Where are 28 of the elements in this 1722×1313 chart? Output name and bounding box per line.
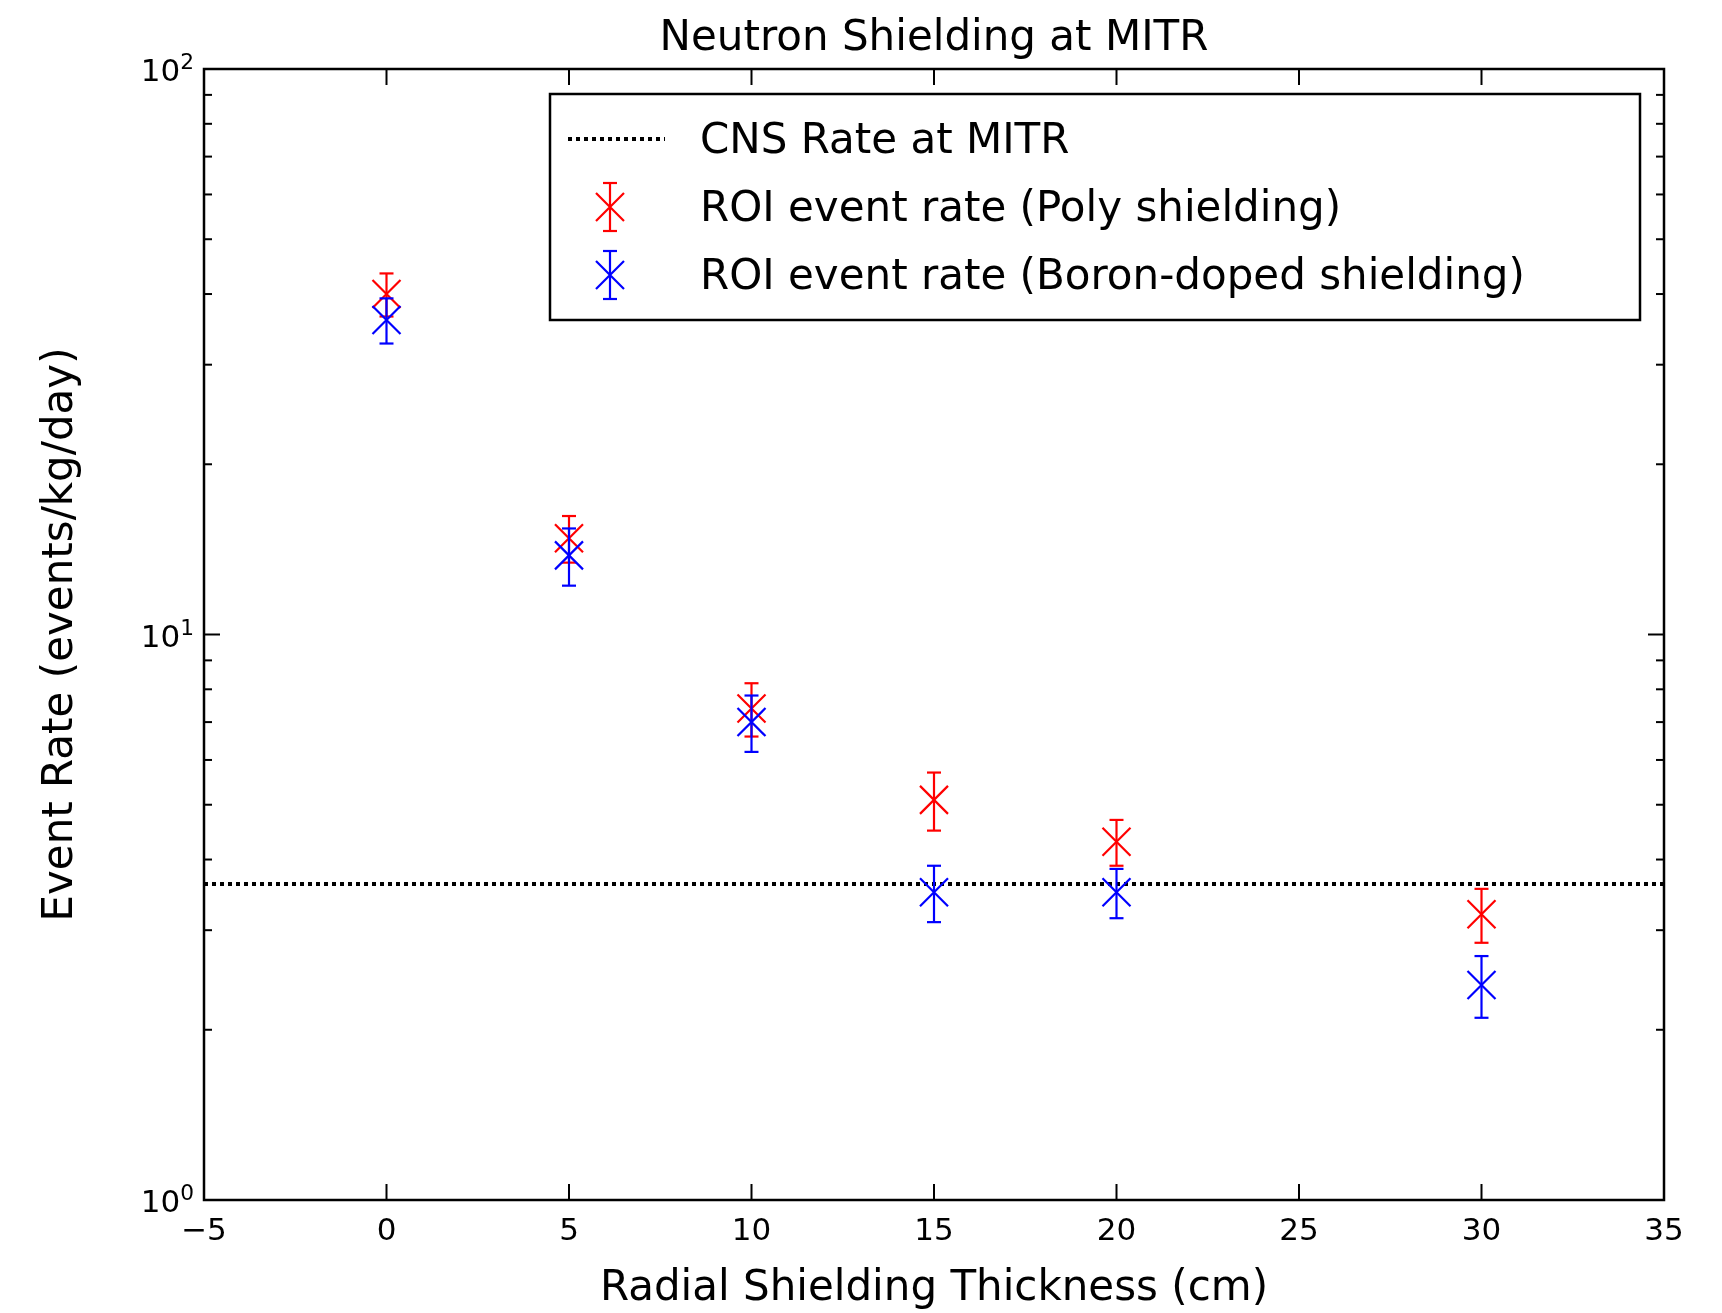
- legend-label: CNS Rate at MITR: [700, 114, 1070, 163]
- point: [1101, 877, 1132, 908]
- x-tick-label: 10: [731, 1211, 772, 1247]
- y-tick-label: 10$^{1}$: [140, 614, 194, 654]
- legend-label: ROI event rate (Boron-doped shielding): [700, 250, 1525, 299]
- point: [1101, 826, 1132, 857]
- point: [1466, 969, 1497, 1001]
- x-axis-title: Radial Shielding Thickness (cm): [599, 1261, 1269, 1310]
- point: [371, 278, 402, 310]
- point: [736, 693, 767, 724]
- point: [553, 523, 585, 554]
- point: [736, 707, 767, 738]
- legend-label: ROI event rate (Poly shielding): [700, 182, 1342, 231]
- x-tick-label: 20: [1096, 1211, 1137, 1247]
- x-tick-label: 5: [559, 1211, 579, 1247]
- point: [371, 304, 402, 336]
- x-tick-label: 0: [376, 1211, 397, 1247]
- x-tick-label: 25: [1279, 1211, 1319, 1247]
- point: [918, 784, 950, 815]
- x-tick-label: 15: [914, 1211, 954, 1247]
- chart-title: Neutron Shielding at MITR: [659, 11, 1209, 60]
- y-axis-title: Event Rate (events/kg/day): [33, 347, 82, 922]
- point: [1466, 899, 1497, 930]
- y-tick-label: 10$^{2}$: [140, 48, 194, 88]
- x-tick-label: 30: [1461, 1211, 1502, 1247]
- x-tick-label: 35: [1644, 1211, 1684, 1247]
- point: [918, 877, 950, 908]
- point: [553, 540, 585, 571]
